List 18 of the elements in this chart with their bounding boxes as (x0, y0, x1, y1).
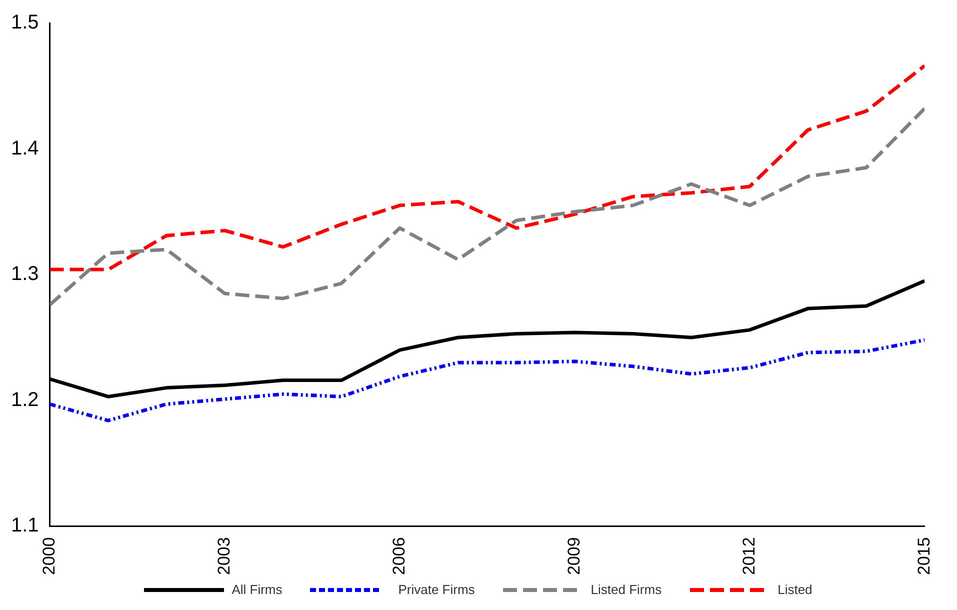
x-tick-label: 2015 (914, 537, 934, 576)
x-tick-label: 2009 (564, 537, 584, 576)
y-tick-label: 1.5 (10, 12, 39, 34)
x-tick-label: 2000 (39, 537, 58, 576)
y-tick-label: 1.3 (10, 263, 39, 286)
x-tick-label: 2006 (389, 537, 408, 576)
x-tick-label: 2012 (739, 537, 758, 576)
y-tick-label: 1.2 (10, 388, 39, 411)
legend-label: Private Firms (398, 582, 475, 597)
y-tick-label: 1.4 (10, 137, 39, 160)
legend-label: All Firms (232, 582, 282, 597)
x-tick-label: 2003 (214, 537, 234, 576)
line-series (50, 338, 925, 422)
line-series (50, 64, 925, 272)
legend-label: Listed (778, 582, 812, 597)
y-tick-label: 1.1 (10, 514, 39, 537)
line-series (50, 106, 925, 307)
legend-label: Listed Firms (590, 582, 662, 597)
